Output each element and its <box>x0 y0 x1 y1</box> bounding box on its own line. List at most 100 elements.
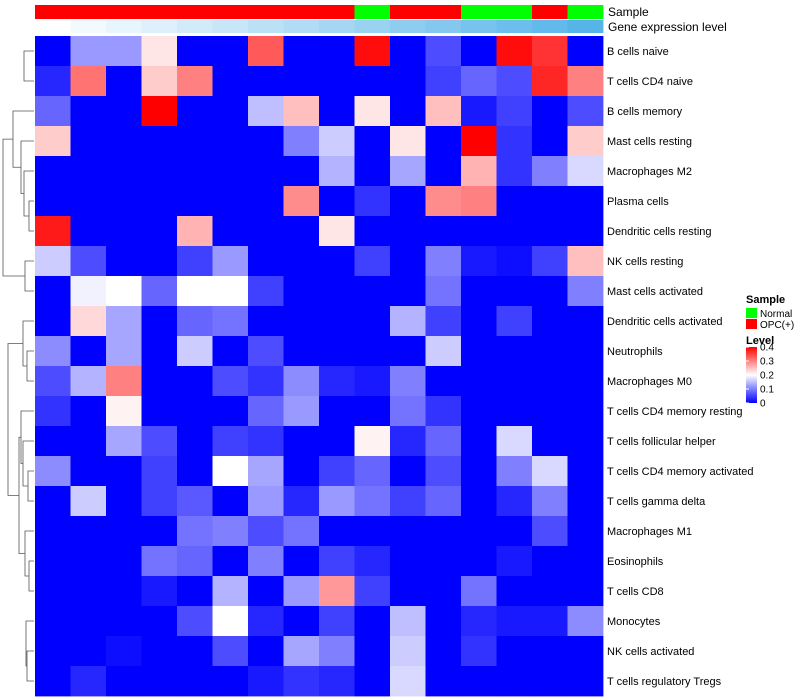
heatmap-cell <box>141 516 178 547</box>
sample-track-cell <box>70 5 107 19</box>
heatmap-cell <box>390 66 426 97</box>
heatmap-cell <box>390 246 426 277</box>
sample-track-cell <box>390 5 426 19</box>
gene-level-track-cell <box>106 20 142 33</box>
heatmap-cell <box>390 186 426 217</box>
heatmap-cell <box>248 636 284 667</box>
heatmap-cell <box>496 66 533 97</box>
heatmap-cell <box>461 126 497 157</box>
heatmap-cell <box>390 606 426 637</box>
heatmap-cell <box>70 606 107 637</box>
heatmap-cell <box>461 246 497 277</box>
heatmap-cell <box>532 486 568 517</box>
heatmap-cell <box>283 546 320 577</box>
heatmap-cell <box>177 246 213 277</box>
gene-level-track-cell <box>496 20 533 33</box>
heatmap-cell <box>567 156 604 187</box>
heatmap-cell <box>354 36 391 67</box>
heatmap-cell <box>177 156 213 187</box>
heatmap-cell <box>70 276 107 307</box>
heatmap-cell <box>496 96 533 127</box>
gene-level-track-cell <box>319 20 355 33</box>
gene-level-track-cell <box>248 20 284 33</box>
heatmap-cell <box>141 426 178 457</box>
legend-label: Normal <box>760 309 792 320</box>
heatmap-cell <box>425 396 462 427</box>
sample-track-cell <box>532 5 568 19</box>
heatmap-cell <box>283 396 320 427</box>
heatmap-cell <box>532 126 568 157</box>
heatmap-cell <box>496 36 533 67</box>
heatmap-cell <box>212 126 249 157</box>
heatmap-cell <box>248 186 284 217</box>
heatmap-cell <box>248 546 284 577</box>
sample-track-cell <box>567 5 604 19</box>
heatmap-cell <box>319 516 355 547</box>
heatmap-cell <box>248 486 284 517</box>
heatmap-cell <box>35 186 71 217</box>
heatmap-cell <box>248 426 284 457</box>
heatmap-cell <box>319 246 355 277</box>
heatmap-cell <box>177 126 213 157</box>
heatmap-cell <box>106 546 142 577</box>
heatmap-cell <box>425 366 462 397</box>
heatmap-cell <box>141 216 178 247</box>
heatmap-cell <box>532 396 568 427</box>
heatmap-cell <box>354 186 391 217</box>
heatmap-cell <box>35 96 71 127</box>
heatmap-cell <box>532 66 568 97</box>
heatmap-cell <box>35 156 71 187</box>
heatmap-cell <box>461 156 497 187</box>
heatmap-cell <box>390 576 426 607</box>
heatmap-cell <box>212 636 249 667</box>
heatmap-cell <box>319 186 355 217</box>
gene-level-track-cell <box>461 20 497 33</box>
heatmap-cell <box>390 486 426 517</box>
heatmap-cell <box>248 306 284 337</box>
heatmap-cell <box>212 306 249 337</box>
row-label: Mast cells activated <box>607 286 703 298</box>
heatmap-cell <box>390 666 426 697</box>
heatmap-cell <box>106 306 142 337</box>
heatmap-cell <box>354 66 391 97</box>
heatmap-cell <box>70 336 107 367</box>
heatmap-cell <box>106 276 142 307</box>
heatmap-cell <box>390 636 426 667</box>
heatmap-cell <box>567 516 604 547</box>
heatmap-cell <box>461 516 497 547</box>
heatmap-cell <box>496 186 533 217</box>
legend-tick-label: 0.3 <box>760 357 774 368</box>
heatmap-cell <box>425 216 462 247</box>
legend-tick-label: 0.1 <box>760 385 774 396</box>
row-label: Dendritic cells resting <box>607 226 712 238</box>
heatmap-cell <box>496 456 533 487</box>
heatmap-cell <box>177 366 213 397</box>
heatmap-cell <box>35 36 71 67</box>
heatmap-cell <box>567 246 604 277</box>
sample-track-cell <box>35 5 71 19</box>
heatmap-cell <box>70 36 107 67</box>
heatmap-cell <box>390 156 426 187</box>
heatmap-cell <box>106 336 142 367</box>
heatmap-cell <box>141 306 178 337</box>
heatmap-cell <box>319 666 355 697</box>
heatmap-cell <box>390 306 426 337</box>
heatmap-cell <box>248 336 284 367</box>
heatmap-cell <box>354 366 391 397</box>
heatmap-cell <box>354 396 391 427</box>
heatmap-cell <box>390 456 426 487</box>
heatmap-cell <box>177 636 213 667</box>
heatmap-cell <box>461 276 497 307</box>
heatmap-cell <box>425 546 462 577</box>
heatmap-cell <box>177 96 213 127</box>
dendrogram-branch <box>18 436 25 554</box>
heatmap-cell <box>106 516 142 547</box>
heatmap-cell <box>106 576 142 607</box>
heatmap-cell <box>141 336 178 367</box>
legend-tick-label: 0.4 <box>760 343 774 354</box>
heatmap-cell <box>425 126 462 157</box>
heatmap-cell <box>390 516 426 547</box>
heatmap-cell <box>567 186 604 217</box>
